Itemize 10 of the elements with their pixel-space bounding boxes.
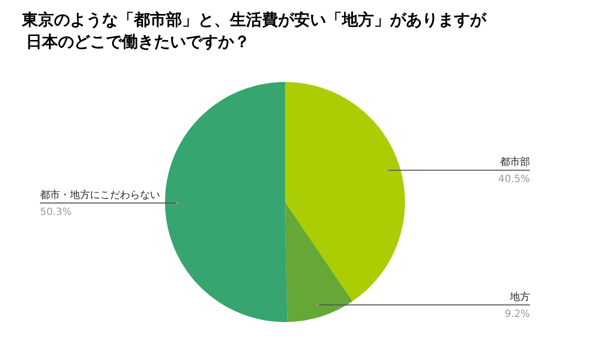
pie-slice (165, 82, 288, 322)
pie-slice (285, 202, 352, 322)
pie-slice (285, 82, 405, 302)
slice-label: 都市・地方にこだわらない (40, 189, 160, 202)
data-label: 40.5% (498, 174, 530, 186)
data-label: 9.2% (504, 308, 530, 320)
slice-label: 地方 (509, 290, 530, 303)
chart-title: 東京のような「都市部」と、生活費が安い「地方」がありますが日本のどこで働きたいですか？ (21, 10, 487, 51)
slice-label: 都市部 (500, 156, 530, 168)
data-label: 50.3% (40, 207, 72, 218)
